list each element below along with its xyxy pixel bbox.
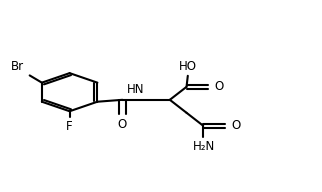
Text: O: O: [215, 80, 224, 93]
Text: HO: HO: [179, 60, 197, 73]
Text: O: O: [232, 119, 241, 132]
Text: O: O: [118, 118, 127, 131]
Text: Br: Br: [11, 60, 24, 73]
Text: F: F: [66, 120, 73, 133]
Text: H₂N: H₂N: [193, 140, 215, 153]
Text: HN: HN: [127, 83, 144, 96]
